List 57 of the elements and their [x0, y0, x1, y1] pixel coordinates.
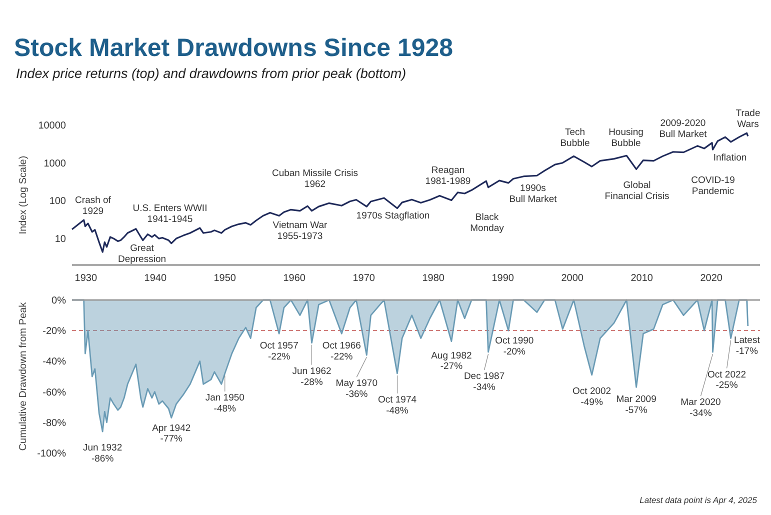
annotation: Crash of 1929 — [75, 195, 112, 217]
x-tick-label: 1930 — [74, 273, 98, 284]
x-tick-label: 1960 — [283, 273, 306, 284]
y-tick-label: 10 — [54, 234, 66, 246]
annotation: Apr 1942 -77% — [152, 422, 191, 445]
annotation: Oct 2022 -25% — [708, 369, 746, 392]
y-tick-label: 10000 — [38, 120, 66, 132]
annotation: Great Depression — [118, 243, 166, 265]
annotation: Trade Wars — [736, 108, 760, 130]
annotation: Inflation — [713, 152, 747, 164]
y-tick-label: 1000 — [44, 158, 66, 170]
annotation: Oct 1957 -22% — [260, 340, 298, 363]
annotation: COVID-19 Pandemic — [691, 175, 735, 197]
y-tick-label: -20% — [42, 326, 66, 338]
annotation: Oct 2002 -49% — [572, 386, 612, 408]
annotation: Jun 1932 -86% — [83, 442, 122, 465]
annotation: Global Financial Crisis — [604, 180, 670, 202]
annotation: Housing Bubble — [608, 127, 644, 149]
x-tick-label: 2000 — [561, 273, 584, 284]
annotation: Cuban Missile Crisis 1962 — [272, 168, 358, 190]
annotation: Aug 1982 -27% — [431, 350, 472, 372]
annotation: Latest -17% — [734, 335, 760, 357]
y-tick-label: -80% — [42, 418, 66, 429]
text: Latest data point is Apr 4, 2025 — [640, 495, 758, 505]
y-axis-title: Index (Log Scale) — [18, 156, 29, 234]
annotation: Mar 2009 -57% — [616, 394, 656, 416]
annotation: Dec 1987 -34% — [464, 371, 505, 393]
y-axis-title: Cumulative Drawdown from Peak — [18, 301, 29, 451]
annotation: U.S. Enters WWII 1941-1945 — [132, 203, 208, 225]
x-tick-label: 1970 — [352, 273, 376, 284]
annotation: May 1970 -36% — [336, 378, 378, 400]
y-tick-label: 0% — [52, 296, 66, 306]
chart-title: Stock Market Drawdowns Since 1928 — [14, 34, 454, 62]
annotation: Oct 1966 -22% — [322, 340, 361, 363]
y-tick-label: -60% — [42, 387, 66, 398]
x-tick-label: 2020 — [700, 273, 723, 284]
annotation: Tech Bubble — [560, 127, 590, 149]
y-tick-label: -100% — [37, 448, 66, 460]
y-tick-label: 100 — [49, 196, 66, 208]
x-tick-label: 2010 — [630, 273, 654, 284]
annotation: 1990s Bull Market — [509, 183, 558, 205]
annotation: Reagan 1981-1989 — [425, 165, 471, 187]
x-tick-label: 1980 — [422, 273, 445, 284]
x-tick-label: 1950 — [214, 273, 236, 284]
annotation: Mar 2020 -34% — [680, 397, 721, 419]
annotation: Vietnam War 1955-1973 — [272, 220, 328, 242]
annotation: 1970s Stagflation — [356, 210, 430, 222]
annotation: 2009-2020 Bull Market — [659, 118, 708, 140]
annotation: Jan 1950 -48% — [205, 392, 244, 414]
chart-subtitle: Index price returns (top) and drawdowns from prior peak (bottom) — [16, 66, 406, 81]
annotation: Black Monday — [470, 212, 504, 234]
annotation: Jun 1962 -28% — [292, 366, 332, 388]
y-tick-label: -40% — [42, 356, 66, 368]
annotation: Oct 1974 -48% — [378, 394, 417, 416]
x-tick-label: 1940 — [144, 273, 167, 284]
x-tick-label: 1990 — [492, 273, 514, 284]
annotation: Oct 1990 -20% — [495, 336, 534, 358]
